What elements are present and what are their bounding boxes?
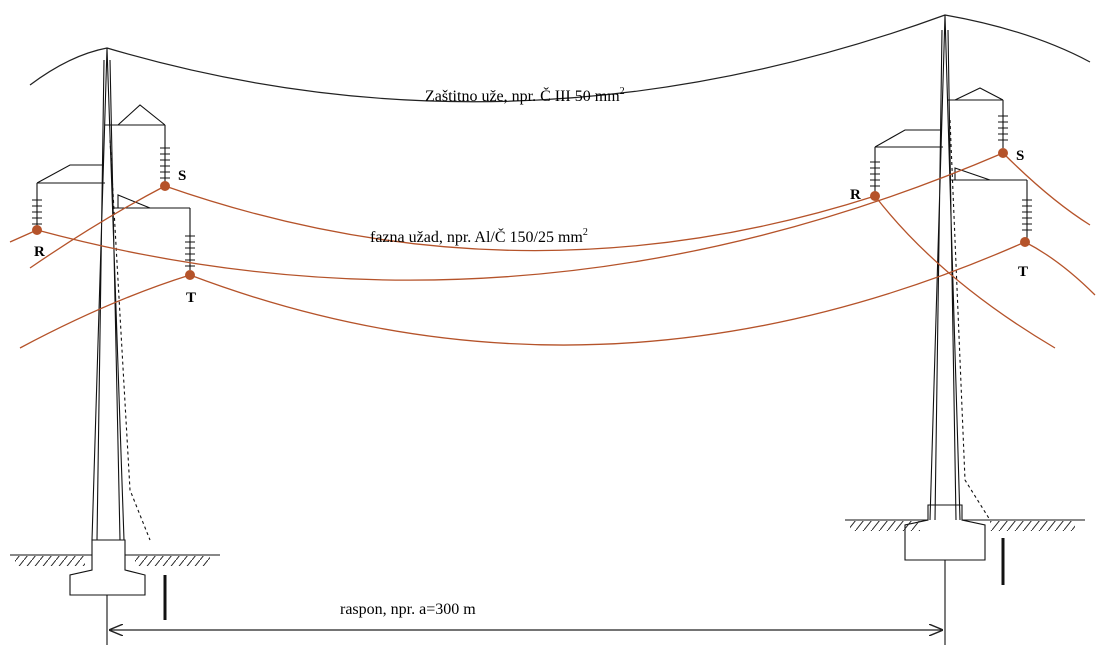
phase-wire-label: fazna užad, npr. Al/Č 150/25 mm2: [370, 227, 588, 246]
tower-left: [10, 47, 220, 645]
superscript: 2: [583, 227, 588, 238]
phase-label: S: [1016, 148, 1024, 164]
phase-label: T: [186, 290, 196, 306]
superscript: 2: [620, 86, 625, 97]
text: Zaštitno uže, npr. Č III 50 mm: [425, 86, 620, 105]
span-label: raspon, npr. a=300 m: [340, 601, 476, 618]
phase-label: S: [178, 168, 186, 184]
shield-wire-label: Zaštitno uže, npr. Č III 50 mm2: [425, 86, 625, 105]
phase-label: T: [1018, 264, 1028, 280]
shield-wire: [29, 14, 1091, 103]
phase-conductors: [9, 148, 1096, 349]
text: fazna užad, npr. Al/Č 150/25 mm: [370, 227, 583, 246]
tower-right: [845, 14, 1085, 645]
phase-label: R: [850, 187, 861, 203]
phase-label: R: [34, 244, 45, 260]
